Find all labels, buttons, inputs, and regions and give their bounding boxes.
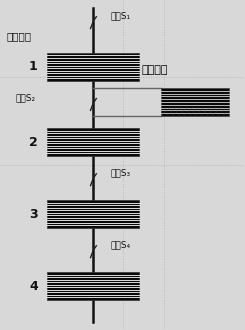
Text: 正常线圈: 正常线圈 [6, 31, 31, 41]
Text: 3: 3 [29, 208, 38, 220]
Bar [48, 272, 139, 300]
Bar [48, 53, 139, 81]
Bar [48, 200, 139, 228]
Text: 开关S₃: 开关S₃ [110, 168, 131, 177]
Text: 开关S₁: 开关S₁ [110, 11, 131, 20]
Text: 1: 1 [29, 60, 38, 73]
Text: 开关S₄: 开关S₄ [110, 240, 131, 249]
Bar [161, 88, 229, 116]
Text: 4: 4 [29, 280, 38, 293]
Text: 故障线圈: 故障线圈 [142, 65, 168, 75]
Text: 2: 2 [29, 136, 38, 148]
Text: 开关S₂: 开关S₂ [16, 93, 36, 102]
Bar [48, 128, 139, 156]
